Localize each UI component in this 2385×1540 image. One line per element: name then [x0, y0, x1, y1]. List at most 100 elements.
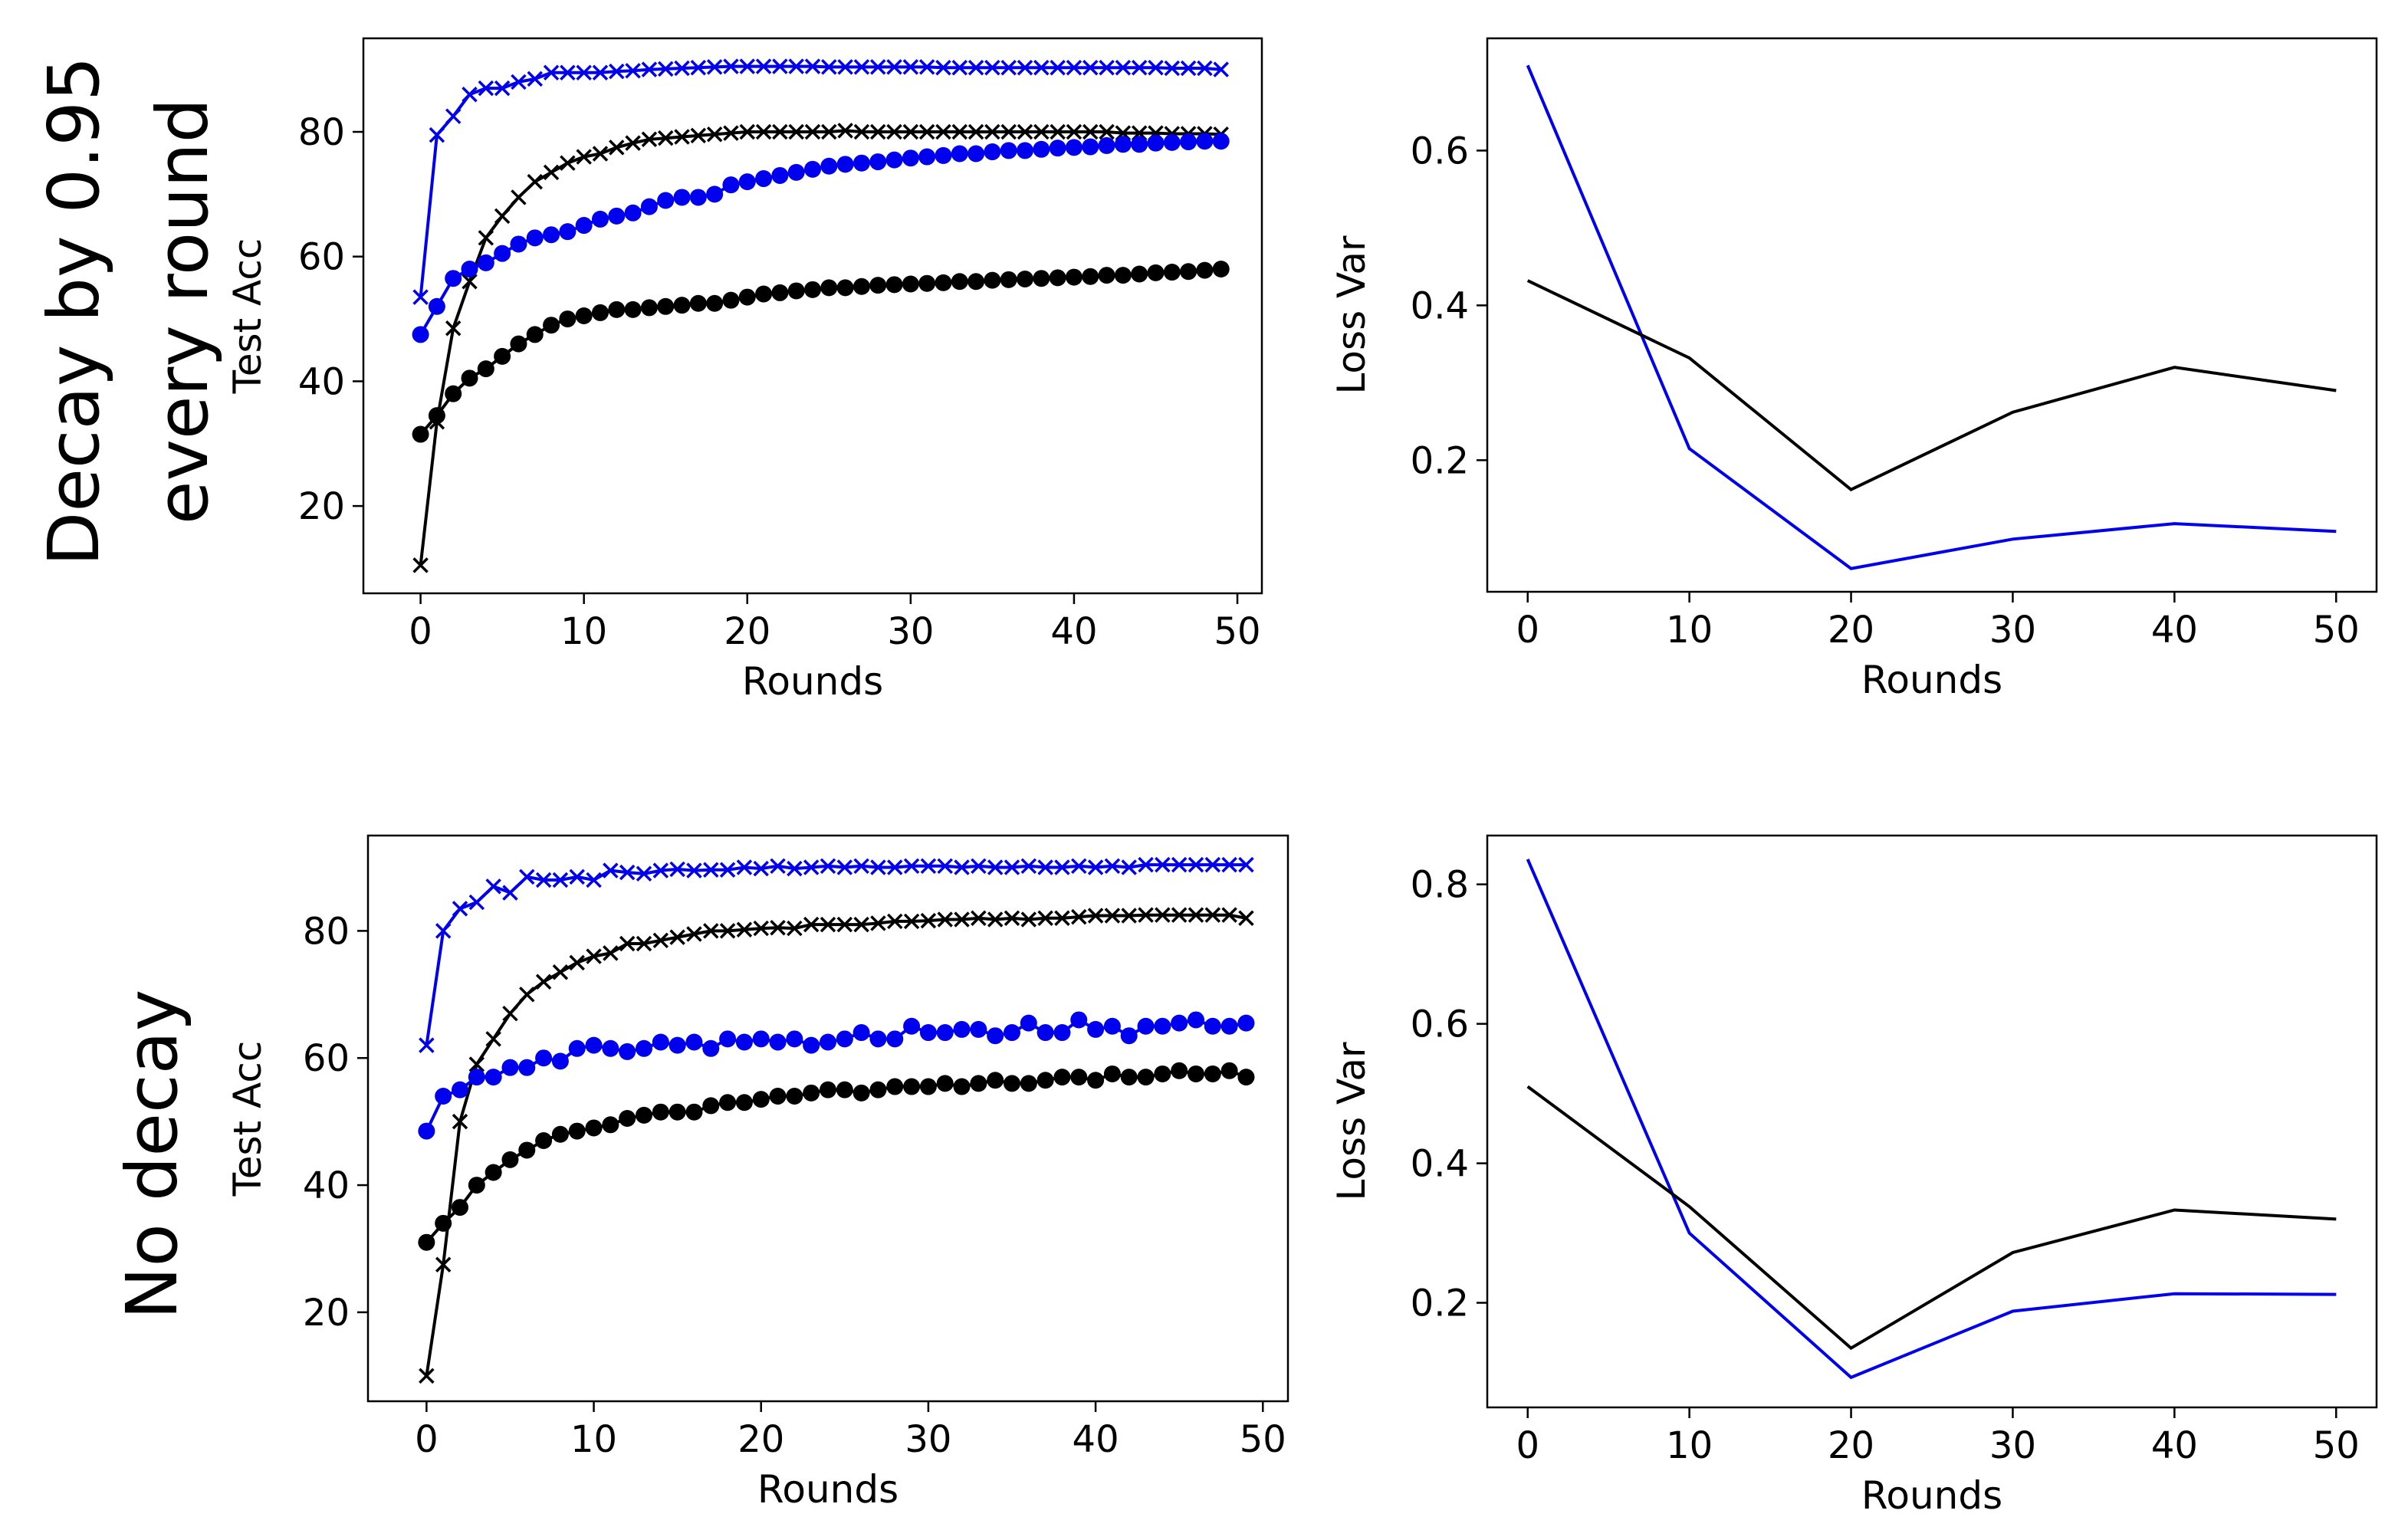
series-line-black-dot: [425, 1069, 1247, 1244]
x-tick-label-10: 10: [1666, 1424, 1713, 1467]
point-black-dot-32: [935, 274, 952, 291]
point-black-dot-30: [902, 275, 919, 293]
point-black-dot-24: [820, 1081, 836, 1098]
point-blue-x-21: [770, 858, 786, 875]
point-black-dot-7: [526, 326, 544, 343]
point-black-x-19: [723, 125, 739, 141]
point-blue-x-39: [1050, 59, 1066, 76]
point-blue-x-46: [1188, 856, 1204, 873]
point-blue-dot-32: [953, 1020, 971, 1038]
point-blue-x-17: [703, 862, 719, 878]
point-blue-dot-40: [1065, 139, 1082, 156]
point-black-x-23: [788, 123, 804, 140]
x-tick-label-30: 30: [1989, 609, 2036, 652]
series-line-black-x: [419, 129, 1221, 566]
point-black-x-22: [772, 123, 788, 140]
point-black-dot-12: [608, 300, 626, 318]
point-black-x-10: [576, 149, 592, 165]
point-blue-dot-32: [935, 146, 952, 164]
point-black-x-36: [1000, 123, 1017, 140]
point-blue-dot-42: [1120, 1027, 1138, 1045]
point-blue-dot-49: [1237, 1014, 1255, 1032]
x-axis-label: Rounds: [1861, 658, 2002, 702]
point-blue-dot-15: [657, 192, 675, 209]
point-black-x-42: [1121, 908, 1137, 924]
point-black-dot-31: [918, 274, 936, 292]
point-black-dot-18: [719, 1094, 737, 1111]
point-blue-dot-11: [602, 1039, 619, 1057]
point-blue-dot-44: [1131, 136, 1148, 153]
point-blue-dot-24: [804, 160, 821, 178]
y-axis-label: Test Acc: [225, 1041, 270, 1197]
point-black-dot-43: [1137, 1069, 1155, 1086]
point-blue-dot-46: [1163, 133, 1181, 151]
point-blue-x-27: [870, 859, 886, 875]
point-blue-dot-10: [575, 217, 593, 235]
point-blue-x-14: [652, 862, 669, 878]
point-black-dot-22: [786, 1087, 803, 1105]
axes-frame: [362, 37, 1263, 595]
point-black-dot-12: [619, 1110, 636, 1127]
point-blue-dot-25: [836, 1030, 853, 1048]
y-tick-label-20: 20: [303, 1292, 350, 1335]
point-black-x-25: [836, 916, 853, 933]
point-blue-dot-13: [624, 204, 642, 222]
point-blue-dot-10: [585, 1036, 603, 1054]
point-blue-x-2: [452, 901, 468, 917]
point-blue-x-13: [625, 63, 641, 79]
point-black-x-2: [445, 320, 462, 337]
point-blue-x-44: [1155, 856, 1171, 873]
point-black-x-4: [485, 1031, 501, 1047]
point-black-dot-35: [1004, 1075, 1020, 1092]
point-blue-x-6: [511, 74, 527, 90]
point-blue-dot-40: [1087, 1020, 1105, 1038]
point-black-x-48: [1221, 907, 1237, 923]
point-blue-dot-5: [494, 245, 511, 262]
point-blue-x-31: [937, 858, 953, 875]
point-blue-dot-33: [970, 1020, 987, 1038]
point-blue-dot-5: [501, 1059, 519, 1076]
point-blue-dot-9: [559, 223, 577, 241]
point-black-dot-26: [852, 1084, 870, 1102]
point-blue-x-22: [772, 58, 788, 74]
point-black-x-27: [870, 915, 886, 931]
point-black-dot-20: [752, 1091, 770, 1108]
point-black-dot-20: [738, 288, 756, 306]
point-black-dot-2: [452, 1199, 468, 1217]
x-tick-label-0: 0: [415, 1418, 439, 1461]
point-black-dot-15: [657, 297, 675, 315]
point-blue-dot-30: [919, 1024, 937, 1042]
point-black-x-22: [787, 920, 803, 937]
point-blue-x-31: [918, 59, 935, 75]
point-blue-x-43: [1138, 856, 1154, 873]
axes-frame: [1486, 834, 2378, 1409]
point-black-x-16: [686, 926, 702, 942]
point-blue-dot-14: [640, 198, 658, 215]
y-tick-label-0.2: 0.2: [1411, 439, 1469, 482]
point-black-x-17: [690, 127, 707, 144]
point-black-x-24: [820, 916, 836, 933]
series-line-blue-x: [425, 863, 1247, 1046]
point-blue-x-18: [719, 862, 736, 878]
axes-frame: [1486, 37, 2378, 593]
point-black-x-3: [462, 274, 478, 290]
point-blue-x-2: [445, 108, 462, 124]
point-black-x-21: [755, 123, 772, 140]
point-blue-x-33: [971, 858, 987, 875]
chart-test-acc-no-decay: 0 10 20 30 40 50 20 40 60 80 Rounds Test Acc: [225, 834, 1289, 1512]
point-blue-dot-30: [902, 149, 919, 167]
point-black-dot-42: [1120, 1069, 1138, 1086]
point-black-dot-3: [461, 369, 478, 387]
point-black-x-13: [625, 135, 641, 151]
point-black-dot-44: [1131, 265, 1148, 283]
point-blue-dot-34: [987, 1027, 1004, 1045]
point-blue-x-9: [560, 64, 576, 80]
point-blue-dot-4: [477, 254, 494, 271]
point-black-dot-42: [1098, 267, 1115, 284]
point-black-dot-14: [652, 1103, 669, 1121]
point-black-dot-18: [706, 294, 724, 312]
point-black-x-42: [1099, 123, 1115, 140]
point-blue-x-29: [903, 858, 920, 875]
x-tick-label-20: 20: [738, 1418, 784, 1461]
x-tick-label-10: 10: [1666, 609, 1713, 652]
